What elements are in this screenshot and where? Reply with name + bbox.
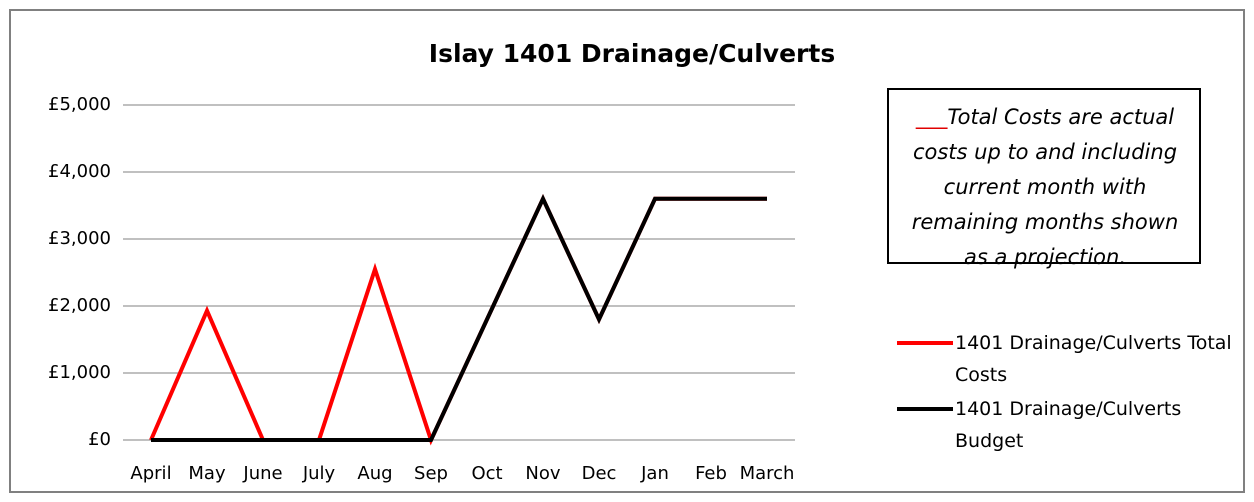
x-tick-label: Nov <box>525 463 560 484</box>
y-tick-label: £3,000 <box>48 228 111 249</box>
x-tick-label: Feb <box>695 463 727 484</box>
note-marker: ___ <box>915 105 948 129</box>
x-tick-label: Aug <box>357 463 392 484</box>
series-line <box>149 194 767 446</box>
legend-label: 1401 Drainage/Culverts Total Costs <box>955 332 1232 386</box>
y-tick-label: £4,000 <box>48 161 111 182</box>
y-tick-label: £1,000 <box>48 362 111 383</box>
y-tick-label: £5,000 <box>48 94 111 115</box>
note: ___Total Costs are actual costs up to an… <box>897 100 1193 275</box>
y-tick-label: £0 <box>88 429 111 450</box>
x-tick-label: May <box>188 463 226 484</box>
x-tick-label: July <box>302 463 336 484</box>
chart-title: Islay 1401 Drainage/Culverts <box>429 39 835 68</box>
series-line <box>151 194 767 442</box>
note-text: Total Costs are actual costs up to and i… <box>911 105 1179 269</box>
x-tick-label: Oct <box>471 463 502 484</box>
x-tick-label: March <box>740 463 795 484</box>
x-tick-label: Dec <box>582 463 617 484</box>
x-tick-label: Jan <box>640 463 669 484</box>
legend-label: 1401 Drainage/Culverts Budget <box>955 398 1182 452</box>
y-tick-label: £2,000 <box>48 295 111 316</box>
chart-border <box>9 9 1245 493</box>
x-tick-label: June <box>242 463 282 484</box>
x-tick-label: Sep <box>414 463 448 484</box>
note-box <box>887 88 1201 264</box>
x-tick-label: April <box>130 463 171 484</box>
